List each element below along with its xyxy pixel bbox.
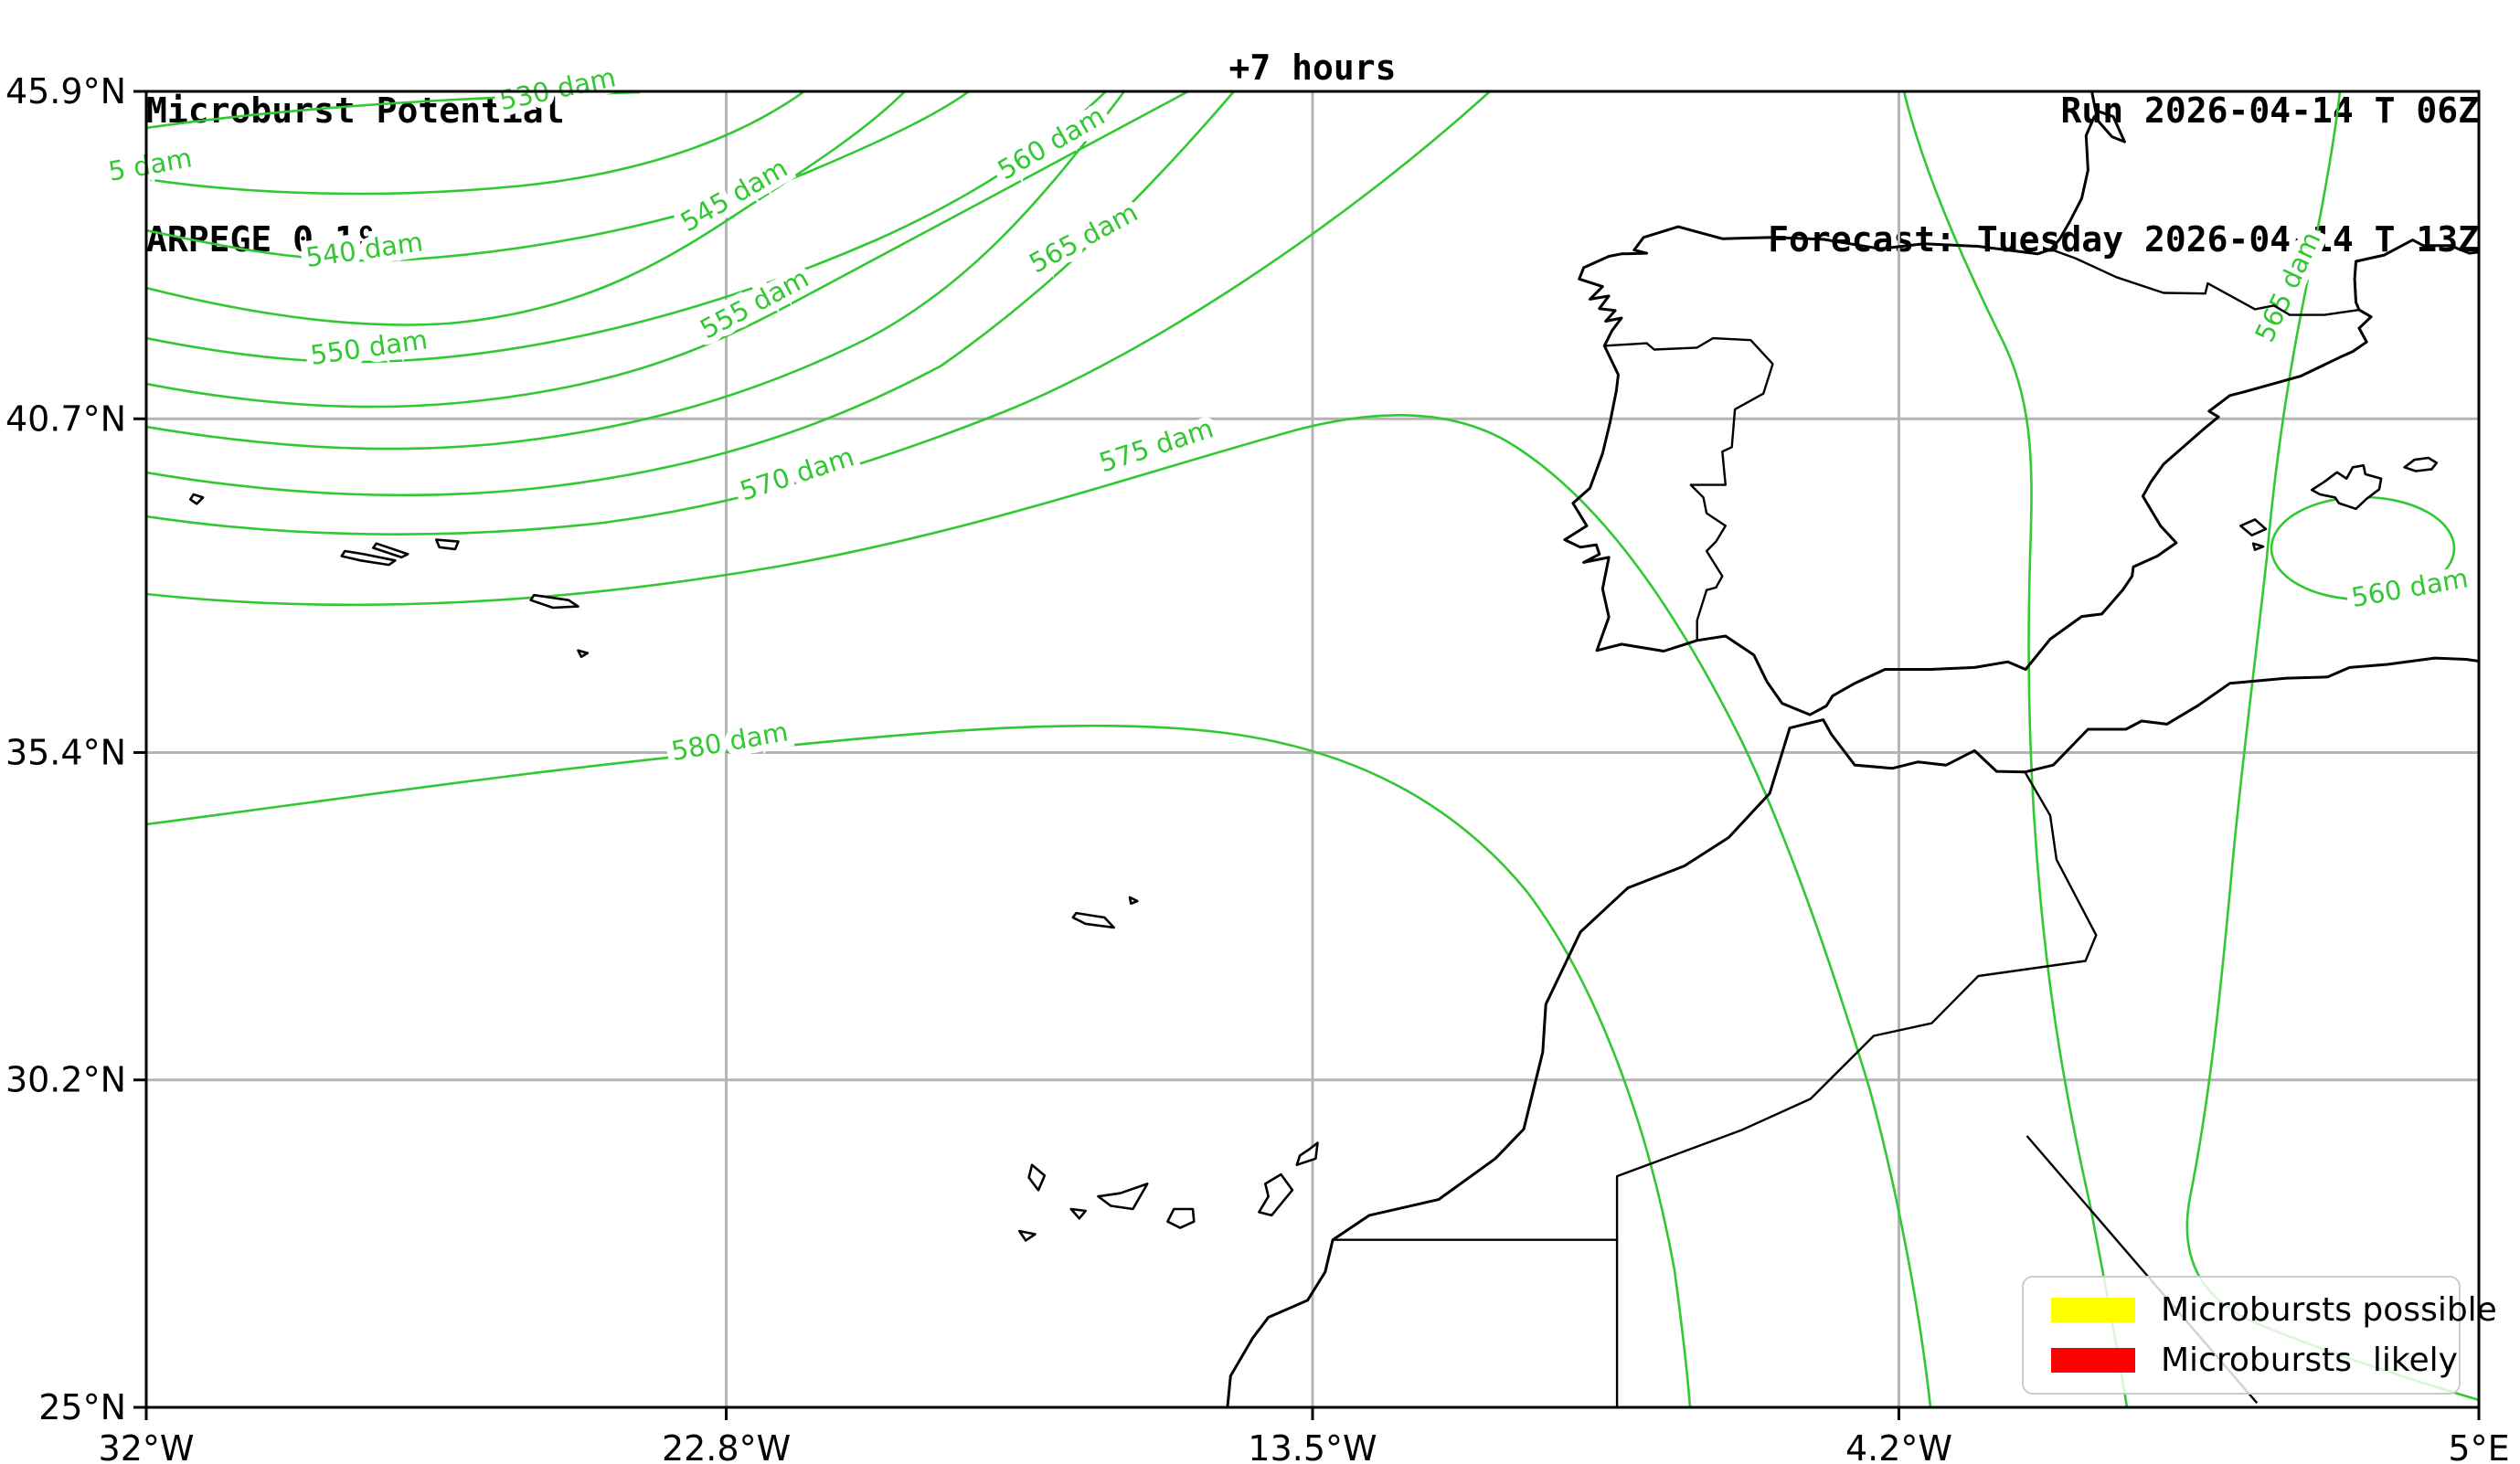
contour-label: 540 dam xyxy=(303,226,424,273)
lead-time-label: +7 hours xyxy=(1228,48,1397,88)
height-contour xyxy=(146,91,970,262)
y-tick-label: 45.9°N xyxy=(5,71,126,111)
height-contour xyxy=(146,91,1126,451)
y-tick-label: 40.7°N xyxy=(5,398,126,439)
height-contour xyxy=(1902,91,2129,1407)
island-coastline xyxy=(1258,1172,1294,1217)
axis-ticks xyxy=(133,90,2481,1420)
y-tick-label: 35.4°N xyxy=(5,732,126,772)
coastline xyxy=(2049,91,2126,250)
height-contour xyxy=(146,414,1932,1407)
coastline xyxy=(1226,656,2479,1407)
height-contour xyxy=(146,91,1107,364)
x-tick-label: 13.5°W xyxy=(1248,1428,1377,1464)
axis-tick-labels: 32°W 22.8°W 13.5°W 4.2°W 5°E 45.9°N 40.7°N 35.4… xyxy=(5,71,2510,1464)
island-coastline xyxy=(1018,1229,1037,1242)
island-coastline xyxy=(1069,1207,1087,1220)
island-coastline xyxy=(1097,1183,1149,1211)
gridlines xyxy=(146,91,2479,1407)
coastline xyxy=(1563,225,2373,716)
y-tick-label: 30.2°N xyxy=(5,1060,126,1100)
coastline xyxy=(2353,239,2479,311)
legend-row: Microbursts likely xyxy=(2024,1342,2459,1379)
island-coastline xyxy=(1166,1207,1196,1229)
x-tick-label: 22.8°W xyxy=(662,1428,791,1464)
model-label: ARPEGE 0.1º xyxy=(146,219,377,260)
coastlines xyxy=(189,91,2479,1407)
island-coastline xyxy=(2403,456,2439,472)
island-coastline xyxy=(2239,518,2268,536)
height-contour xyxy=(146,91,641,130)
island-coastline xyxy=(1027,1163,1047,1192)
x-tick-label: 32°W xyxy=(99,1428,195,1464)
country-border xyxy=(1333,1238,1619,1407)
contour-label: 560 dam xyxy=(2349,562,2471,613)
height-contour xyxy=(146,91,1189,408)
height-contour xyxy=(146,91,906,326)
contour-label: 555 dam xyxy=(695,262,813,345)
legend-row: Microbursts possible xyxy=(2024,1291,2497,1329)
contour-label: 580 dam xyxy=(669,716,791,767)
x-tick-label: 5°E xyxy=(2448,1428,2509,1464)
microbursts-possible-swatch xyxy=(2051,1298,2135,1322)
forecast-label: Forecast: Tuesday 2026-04-14 T 13Z xyxy=(1768,219,2479,260)
height-contour xyxy=(146,724,1692,1407)
island-coastline xyxy=(189,493,205,505)
contour-label: 550 dam xyxy=(308,324,429,371)
legend-label: Microbursts likely xyxy=(2161,1342,2458,1379)
island-coastline xyxy=(1071,911,1115,929)
contour-label: 575 dam xyxy=(1095,412,1217,478)
island-coastline xyxy=(577,649,590,658)
legend-box: Microbursts possible Microbursts likely xyxy=(2022,1276,2497,1395)
country-border xyxy=(1604,336,1774,641)
country-border xyxy=(1615,771,2098,1240)
contour-label: 570 dam xyxy=(736,440,857,506)
contour-label: 545 dam xyxy=(675,152,793,238)
island-coastline xyxy=(529,593,579,610)
height-contour xyxy=(2185,91,2479,1402)
contour-label: 565 dam xyxy=(2249,227,2326,346)
contour-label: 530 dam xyxy=(496,61,618,116)
height-contour xyxy=(146,91,805,196)
island-coastline xyxy=(372,542,409,559)
x-tick-label: 4.2°W xyxy=(1845,1428,1952,1464)
island-coastline xyxy=(1128,896,1139,906)
y-tick-label: 25°N xyxy=(38,1387,126,1427)
island-coastline xyxy=(435,538,460,551)
island-coastline xyxy=(340,549,397,567)
island-coastline xyxy=(2251,542,2265,551)
height-contour xyxy=(146,91,1235,497)
island-coastline xyxy=(2310,464,2383,511)
run-label: Run 2026-04-14 T 06Z xyxy=(2060,90,2479,131)
contour-label: 565 dam xyxy=(1024,196,1143,280)
legend-label: Microbursts possible xyxy=(2161,1291,2497,1329)
height-contour xyxy=(146,91,1491,536)
header-right: Run 2026-04-14 T 06Z Forecast: Tuesday 2… xyxy=(1768,4,2479,347)
microbursts-likely-swatch xyxy=(2051,1348,2135,1373)
island-coastline xyxy=(1295,1141,1319,1166)
country-border xyxy=(2050,248,2360,316)
